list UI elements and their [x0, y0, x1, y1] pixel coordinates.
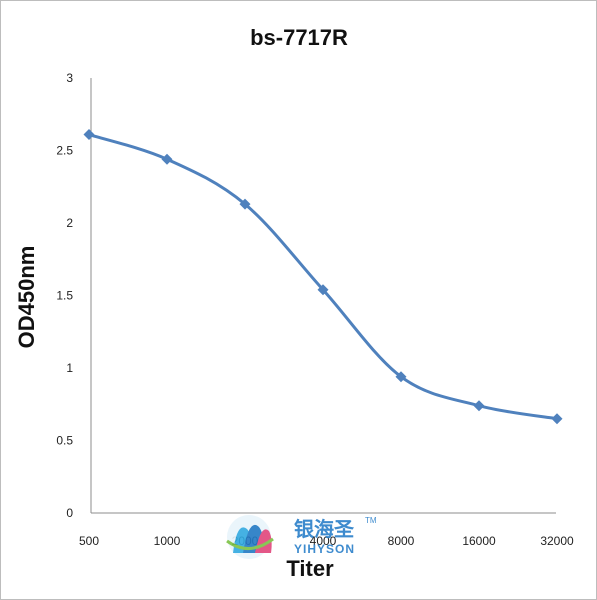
axes	[90, 78, 556, 514]
watermark-en: YIHYSON	[294, 542, 355, 556]
data-point-marker	[395, 371, 407, 383]
chart-title: bs-7717R	[250, 25, 348, 50]
x-tick-label: 16000	[462, 534, 496, 548]
watermark-cn: 银海圣	[294, 517, 355, 541]
logo-icon	[226, 515, 274, 559]
watermark-tm: TM	[365, 516, 377, 525]
series-path	[88, 133, 558, 421]
y-tick-label: 2.5	[56, 144, 73, 158]
x-axis-title: Titer	[286, 556, 334, 581]
y-tick-labels: 0 0.5 1 1.5 2 2.5 3	[56, 71, 73, 520]
data-point-marker	[551, 413, 563, 425]
y-tick-label: 1.5	[56, 289, 73, 303]
data-point-marker	[239, 198, 251, 210]
y-tick-label: 3	[66, 71, 73, 85]
data-point-marker	[317, 284, 329, 296]
y-tick-label: 0.5	[56, 434, 73, 448]
x-tick-label: 4000	[310, 534, 337, 548]
y-tick-label: 0	[66, 506, 73, 520]
y-tick-label: 1	[66, 361, 73, 375]
data-point-marker	[473, 400, 485, 412]
x-tick-label: 8000	[388, 534, 415, 548]
data-point-marker	[83, 129, 95, 141]
x-tick-label: 500	[79, 534, 99, 548]
y-axis-title: OD450nm	[14, 246, 39, 349]
x-tick-label: 1000	[154, 534, 181, 548]
series-line	[88, 133, 558, 421]
x-tick-label: 32000	[540, 534, 574, 548]
data-markers	[83, 129, 563, 425]
y-tick-label: 2	[66, 216, 73, 230]
watermark-logo: 银海圣 TM YIHYSON	[226, 515, 377, 559]
data-point-marker	[161, 153, 173, 165]
